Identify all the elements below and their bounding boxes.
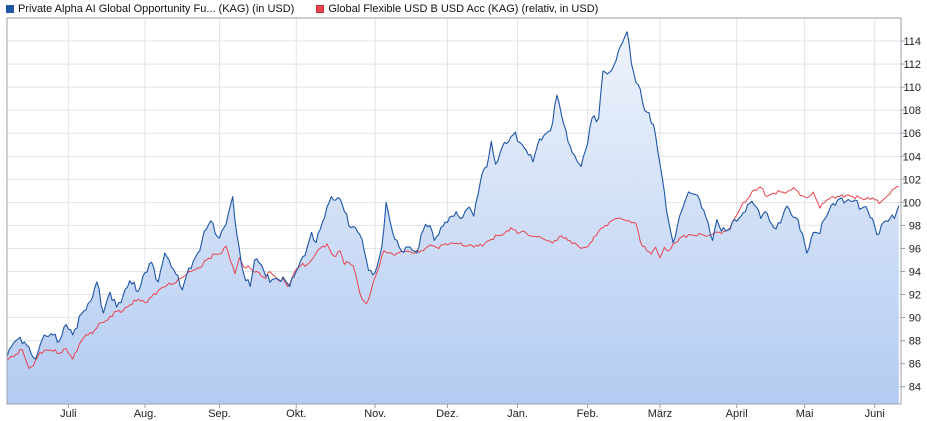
x-tick-label: Nov. [364, 408, 386, 420]
legend-label-benchmark: Global Flexible USD B USD Acc (KAG) (rel… [328, 3, 599, 15]
x-tick-label: Juli [60, 408, 77, 420]
x-tick-label: April [726, 408, 748, 420]
x-tick-label: Mai [796, 408, 814, 420]
x-tick-label: Dez. [436, 408, 459, 420]
y-axis: 84 86 88 90 92 94 96 98 100 102 104 106 108 110 112 114 [901, 36, 921, 394]
y-tick-label: 102 [903, 174, 921, 186]
x-tick-label: Feb. [577, 408, 599, 420]
legend-label-fund: Private Alpha AI Global Opportunity Fu..… [18, 3, 295, 15]
x-tick-label: Okt. [286, 408, 306, 420]
series-line-fund [7, 31, 900, 360]
y-tick-label: 100 [903, 197, 921, 209]
y-tick-label: 92 [909, 290, 921, 302]
y-tick-label: 90 [909, 313, 921, 325]
legend: Private Alpha AI Global Opportunity Fu..… [6, 2, 620, 16]
legend-swatch-benchmark [316, 5, 325, 13]
legend-swatch-fund [6, 5, 14, 13]
series-area-fill [7, 31, 899, 404]
x-tick-label: Jan. [507, 408, 528, 420]
y-tick-label: 108 [903, 105, 921, 117]
y-tick-label: 104 [903, 151, 921, 163]
y-tick-label: 88 [909, 336, 921, 348]
legend-item-benchmark[interactable]: Global Flexible USD B USD Acc (KAG) (rel… [316, 3, 598, 15]
x-tick-label: März [648, 408, 672, 420]
x-tick-label: Aug. [134, 408, 157, 420]
plot-frame [6, 17, 902, 405]
legend-item-fund[interactable]: Private Alpha AI Global Opportunity Fu..… [6, 3, 294, 15]
y-tick-label: 86 [909, 359, 921, 371]
series-line-benchmark [7, 185, 899, 369]
y-tick-label: 96 [909, 243, 921, 255]
x-tick-label: Juni [865, 408, 885, 420]
y-tick-label: 98 [909, 220, 921, 232]
x-axis: Juli Aug. Sep. Okt. Nov. Dez. Jan. Feb. März Apri… [60, 404, 885, 420]
y-tick-label: 106 [903, 128, 921, 140]
y-tick-label: 84 [909, 382, 921, 394]
y-tick-label: 94 [909, 266, 921, 278]
y-tick-label: 110 [903, 82, 921, 94]
y-tick-label: 112 [903, 59, 921, 71]
x-tick-label: Sep. [208, 408, 231, 420]
y-tick-label: 114 [903, 36, 921, 48]
